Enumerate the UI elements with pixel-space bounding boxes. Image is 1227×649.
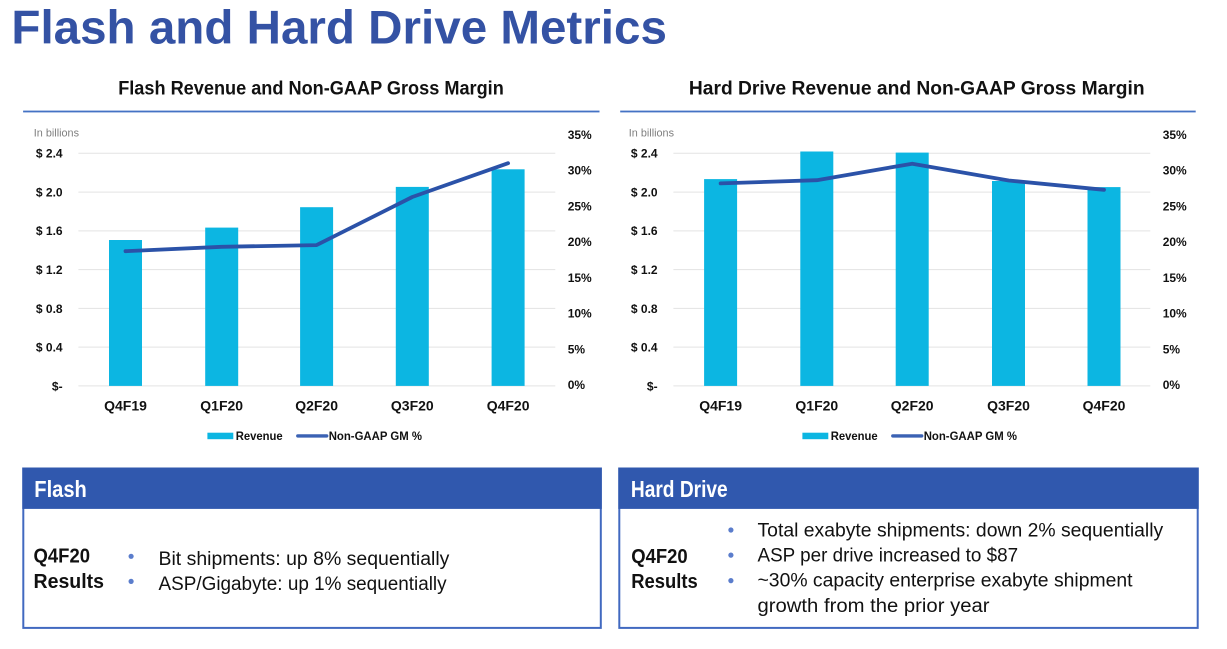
svg-text:$ 0.8: $ 0.8 — [631, 302, 658, 316]
svg-text:Q4F20: Q4F20 — [34, 544, 91, 567]
svg-text:$ 2.0: $ 2.0 — [36, 185, 63, 199]
svg-text:$ 2.0: $ 2.0 — [631, 185, 658, 199]
svg-text:15%: 15% — [1163, 271, 1187, 285]
svg-text:Q1F20: Q1F20 — [200, 398, 243, 414]
svg-text:20%: 20% — [1163, 235, 1187, 249]
svg-text:Q4F19: Q4F19 — [104, 398, 147, 414]
svg-text:Revenue: Revenue — [236, 429, 283, 443]
svg-text:Flash Revenue and Non-GAAP Gro: Flash Revenue and Non-GAAP Gross Margin — [118, 77, 504, 99]
svg-text:$ 0.8: $ 0.8 — [36, 302, 63, 316]
svg-text:$ 2.4: $ 2.4 — [36, 147, 63, 161]
svg-text:Q2F20: Q2F20 — [295, 398, 338, 414]
svg-text:20%: 20% — [568, 235, 592, 249]
svg-text:10%: 10% — [1163, 307, 1187, 321]
svg-text:ASP per drive increased to $87: ASP per drive increased to $87 — [758, 546, 1019, 567]
svg-text:$ 0.4: $ 0.4 — [631, 341, 658, 355]
svg-text:30%: 30% — [568, 164, 592, 178]
svg-text:Q3F20: Q3F20 — [391, 398, 434, 414]
svg-text:Hard Drive Revenue and Non-GAA: Hard Drive Revenue and Non-GAAP Gross Ma… — [689, 77, 1145, 99]
svg-text:$-: $- — [647, 379, 658, 393]
svg-text:Q4F20: Q4F20 — [631, 545, 688, 568]
svg-text:35%: 35% — [1163, 128, 1187, 142]
svg-text:0%: 0% — [568, 378, 586, 392]
svg-text:0%: 0% — [1163, 378, 1181, 392]
svg-text:$ 1.2: $ 1.2 — [631, 263, 658, 277]
svg-text:Flash: Flash — [34, 476, 87, 502]
svg-text:25%: 25% — [1163, 199, 1187, 213]
svg-text:10%: 10% — [568, 307, 592, 321]
svg-text:In billions: In billions — [34, 128, 80, 140]
svg-text:growth from the prior year: growth from the prior year — [758, 596, 991, 617]
svg-text:Results: Results — [34, 570, 105, 593]
svg-text:35%: 35% — [568, 128, 592, 142]
svg-text:~30% capacity enterprise exaby: ~30% capacity enterprise exabyte shipmen… — [758, 570, 1134, 591]
svg-text:Total exabyte shipments: down: Total exabyte shipments: down 2% sequent… — [758, 520, 1164, 541]
svg-text:$ 1.6: $ 1.6 — [631, 224, 658, 238]
svg-text:Q4F20: Q4F20 — [1083, 398, 1126, 414]
svg-text:Results: Results — [631, 570, 698, 593]
svg-text:Q4F19: Q4F19 — [699, 398, 742, 414]
svg-text:Q3F20: Q3F20 — [987, 398, 1030, 414]
svg-text:Non-GAAP GM %: Non-GAAP GM % — [924, 429, 1018, 443]
svg-text:30%: 30% — [1163, 164, 1187, 178]
svg-text:$ 2.4: $ 2.4 — [631, 147, 658, 161]
svg-text:15%: 15% — [568, 271, 592, 285]
svg-text:$ 1.6: $ 1.6 — [36, 224, 63, 238]
svg-text:Bit shipments: up 8% sequentia: Bit shipments: up 8% sequentially — [159, 549, 450, 570]
svg-text:In billions: In billions — [629, 128, 675, 140]
svg-text:5%: 5% — [1163, 342, 1181, 356]
svg-text:$-: $- — [52, 379, 63, 393]
svg-text:Q2F20: Q2F20 — [891, 398, 934, 414]
svg-text:Q4F20: Q4F20 — [487, 398, 530, 414]
svg-text:Q1F20: Q1F20 — [795, 398, 838, 414]
svg-text:ASP/Gigabyte: up 1% sequential: ASP/Gigabyte: up 1% sequentially — [159, 574, 448, 595]
svg-text:Flash and Hard Drive Metrics: Flash and Hard Drive Metrics — [11, 1, 667, 54]
svg-text:$ 0.4: $ 0.4 — [36, 341, 63, 355]
svg-text:25%: 25% — [568, 199, 592, 213]
svg-text:Hard Drive: Hard Drive — [631, 476, 728, 502]
svg-text:$ 1.2: $ 1.2 — [36, 263, 63, 277]
svg-text:Non-GAAP GM %: Non-GAAP GM % — [329, 429, 423, 443]
svg-text:5%: 5% — [568, 342, 586, 356]
svg-text:Revenue: Revenue — [831, 429, 878, 443]
